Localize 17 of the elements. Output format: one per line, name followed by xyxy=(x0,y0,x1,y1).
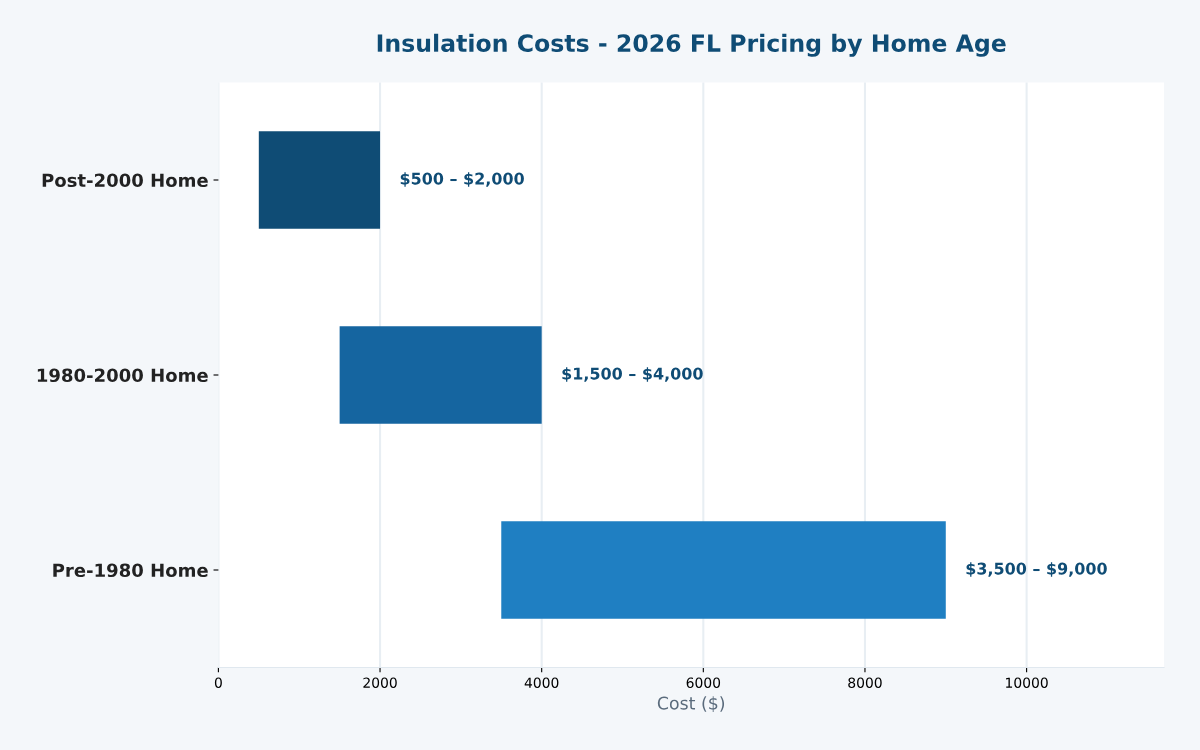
x-tick-label: 8000 xyxy=(848,677,882,688)
x-tick-label: 0 xyxy=(214,677,222,688)
y-tick-label: Pre-1980 Home xyxy=(53,563,208,578)
annotation: $3,500 – $9,000 xyxy=(966,562,1107,577)
bar xyxy=(339,326,542,424)
chart-title: Insulation Costs - 2026 FL Pricing by Home Age xyxy=(377,33,1006,57)
x-tick-label: 6000 xyxy=(686,677,721,688)
x-tick-label: 2000 xyxy=(363,677,397,688)
x-tick-label: 10000 xyxy=(1006,677,1048,688)
annotation: $1,500 – $4,000 xyxy=(562,367,703,382)
annotation: $500 – $2,000 xyxy=(400,172,524,187)
y-tick-label: Post-2000 Home xyxy=(42,173,208,188)
x-tick-label: 4000 xyxy=(524,677,559,688)
bar xyxy=(501,521,946,619)
bar xyxy=(258,131,381,229)
y-tick-label: 1980-2000 Home xyxy=(37,368,208,383)
x-axis-title: Cost ($) xyxy=(657,696,725,712)
